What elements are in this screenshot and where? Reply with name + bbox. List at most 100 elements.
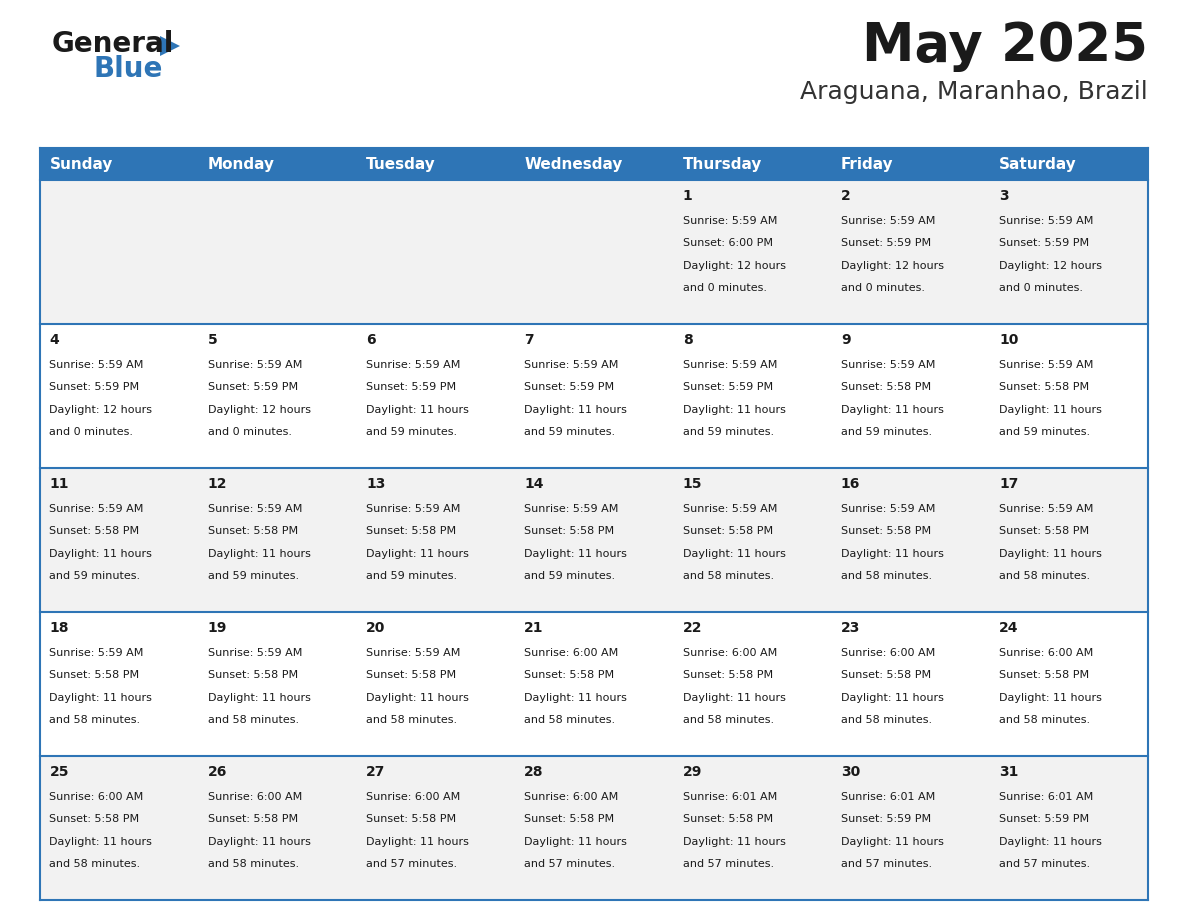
Text: and 0 minutes.: and 0 minutes. <box>841 283 925 293</box>
Text: Sunset: 5:58 PM: Sunset: 5:58 PM <box>366 670 456 680</box>
Bar <box>198 612 356 756</box>
Bar <box>674 468 832 612</box>
Text: Sunrise: 5:59 AM: Sunrise: 5:59 AM <box>841 504 935 514</box>
Bar <box>514 180 674 324</box>
Text: Sunrise: 5:59 AM: Sunrise: 5:59 AM <box>208 648 302 658</box>
Text: Sunrise: 5:59 AM: Sunrise: 5:59 AM <box>841 216 935 226</box>
Text: Daylight: 11 hours: Daylight: 11 hours <box>524 549 627 559</box>
Text: Sunset: 5:58 PM: Sunset: 5:58 PM <box>841 526 931 536</box>
Bar <box>198 468 356 612</box>
Bar <box>832 468 990 612</box>
Text: Sunset: 5:58 PM: Sunset: 5:58 PM <box>999 382 1089 392</box>
Text: and 58 minutes.: and 58 minutes. <box>524 715 615 725</box>
Text: Daylight: 11 hours: Daylight: 11 hours <box>683 405 785 415</box>
Text: and 0 minutes.: and 0 minutes. <box>208 427 292 437</box>
Text: Sunrise: 5:59 AM: Sunrise: 5:59 AM <box>50 360 144 370</box>
Text: Sunset: 5:58 PM: Sunset: 5:58 PM <box>524 670 614 680</box>
Text: Sunset: 6:00 PM: Sunset: 6:00 PM <box>683 239 772 249</box>
Bar <box>514 756 674 900</box>
Text: Daylight: 12 hours: Daylight: 12 hours <box>683 261 785 271</box>
Text: Sunrise: 6:01 AM: Sunrise: 6:01 AM <box>841 792 935 802</box>
Text: Sunrise: 5:59 AM: Sunrise: 5:59 AM <box>366 648 461 658</box>
Text: and 0 minutes.: and 0 minutes. <box>50 427 133 437</box>
Text: and 58 minutes.: and 58 minutes. <box>841 715 933 725</box>
Text: Daylight: 11 hours: Daylight: 11 hours <box>524 836 627 846</box>
Text: Sunset: 5:59 PM: Sunset: 5:59 PM <box>208 382 298 392</box>
Bar <box>674 324 832 468</box>
Text: Daylight: 11 hours: Daylight: 11 hours <box>841 549 943 559</box>
Text: Sunset: 5:58 PM: Sunset: 5:58 PM <box>683 526 772 536</box>
Bar <box>40 756 198 900</box>
Text: Daylight: 11 hours: Daylight: 11 hours <box>999 405 1102 415</box>
Text: Daylight: 11 hours: Daylight: 11 hours <box>999 549 1102 559</box>
Text: Sunrise: 5:59 AM: Sunrise: 5:59 AM <box>999 216 1094 226</box>
Text: 30: 30 <box>841 765 860 778</box>
Text: Daylight: 11 hours: Daylight: 11 hours <box>50 836 152 846</box>
Bar <box>990 756 1148 900</box>
Text: and 58 minutes.: and 58 minutes. <box>208 859 299 869</box>
Text: and 57 minutes.: and 57 minutes. <box>999 859 1091 869</box>
Text: and 59 minutes.: and 59 minutes. <box>841 427 933 437</box>
Text: and 58 minutes.: and 58 minutes. <box>999 571 1091 581</box>
Text: Daylight: 11 hours: Daylight: 11 hours <box>841 836 943 846</box>
Text: Daylight: 11 hours: Daylight: 11 hours <box>208 836 310 846</box>
Text: and 58 minutes.: and 58 minutes. <box>683 715 773 725</box>
Text: Sunrise: 5:59 AM: Sunrise: 5:59 AM <box>683 360 777 370</box>
Bar <box>40 612 198 756</box>
Text: and 57 minutes.: and 57 minutes. <box>366 859 457 869</box>
Text: Sunset: 5:58 PM: Sunset: 5:58 PM <box>50 526 140 536</box>
Bar <box>674 180 832 324</box>
Text: Sunset: 5:58 PM: Sunset: 5:58 PM <box>683 670 772 680</box>
Text: and 59 minutes.: and 59 minutes. <box>366 571 457 581</box>
Text: and 57 minutes.: and 57 minutes. <box>524 859 615 869</box>
Text: Sunrise: 5:59 AM: Sunrise: 5:59 AM <box>50 648 144 658</box>
Text: 22: 22 <box>683 621 702 634</box>
Text: 27: 27 <box>366 765 385 778</box>
Text: Sunset: 5:59 PM: Sunset: 5:59 PM <box>366 382 456 392</box>
Text: Daylight: 11 hours: Daylight: 11 hours <box>524 405 627 415</box>
Text: Sunset: 5:58 PM: Sunset: 5:58 PM <box>208 670 298 680</box>
Text: 9: 9 <box>841 332 851 347</box>
Bar <box>40 468 198 612</box>
Bar <box>990 612 1148 756</box>
Text: 5: 5 <box>208 332 217 347</box>
Text: Daylight: 11 hours: Daylight: 11 hours <box>683 693 785 702</box>
Text: 7: 7 <box>524 332 533 347</box>
Text: Sunset: 5:58 PM: Sunset: 5:58 PM <box>999 670 1089 680</box>
Text: Sunset: 5:58 PM: Sunset: 5:58 PM <box>50 670 140 680</box>
Text: Friday: Friday <box>841 156 893 172</box>
Text: 8: 8 <box>683 332 693 347</box>
Text: and 59 minutes.: and 59 minutes. <box>683 427 773 437</box>
Text: 1: 1 <box>683 188 693 203</box>
Text: 24: 24 <box>999 621 1019 634</box>
Bar <box>674 148 832 180</box>
Text: Sunrise: 5:59 AM: Sunrise: 5:59 AM <box>999 504 1094 514</box>
Bar <box>674 612 832 756</box>
Text: Daylight: 11 hours: Daylight: 11 hours <box>999 693 1102 702</box>
Bar <box>40 180 198 324</box>
Text: Daylight: 11 hours: Daylight: 11 hours <box>524 693 627 702</box>
Text: 28: 28 <box>524 765 544 778</box>
Text: Sunrise: 5:59 AM: Sunrise: 5:59 AM <box>208 504 302 514</box>
Bar <box>356 148 514 180</box>
Text: Daylight: 11 hours: Daylight: 11 hours <box>366 405 469 415</box>
Text: and 58 minutes.: and 58 minutes. <box>50 715 140 725</box>
Text: and 58 minutes.: and 58 minutes. <box>366 715 457 725</box>
Text: Sunset: 5:59 PM: Sunset: 5:59 PM <box>524 382 614 392</box>
Text: Araguana, Maranhao, Brazil: Araguana, Maranhao, Brazil <box>801 80 1148 104</box>
Text: Daylight: 12 hours: Daylight: 12 hours <box>50 405 152 415</box>
Text: 10: 10 <box>999 332 1018 347</box>
Text: 25: 25 <box>50 765 69 778</box>
Text: Sunrise: 6:00 AM: Sunrise: 6:00 AM <box>50 792 144 802</box>
Text: Sunrise: 5:59 AM: Sunrise: 5:59 AM <box>683 216 777 226</box>
Text: and 58 minutes.: and 58 minutes. <box>841 571 933 581</box>
Bar <box>990 180 1148 324</box>
Text: and 0 minutes.: and 0 minutes. <box>999 283 1083 293</box>
Text: 31: 31 <box>999 765 1018 778</box>
Text: Sunset: 5:58 PM: Sunset: 5:58 PM <box>524 526 614 536</box>
Bar <box>198 756 356 900</box>
Text: and 58 minutes.: and 58 minutes. <box>683 571 773 581</box>
Text: Sunrise: 6:00 AM: Sunrise: 6:00 AM <box>208 792 302 802</box>
Text: 13: 13 <box>366 476 385 490</box>
Text: Blue: Blue <box>94 55 164 83</box>
